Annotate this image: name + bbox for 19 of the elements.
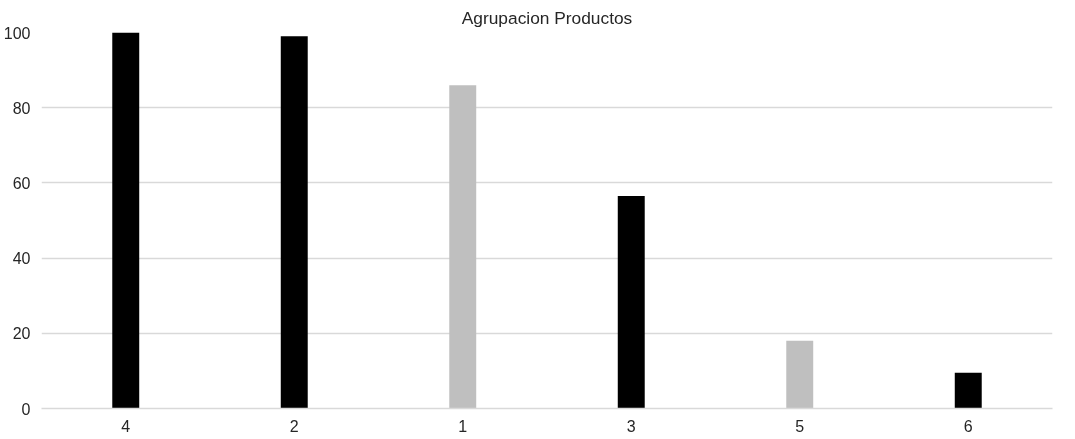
y-tick-label: 80 [12, 99, 31, 117]
y-tick-label: 60 [12, 174, 31, 192]
bar [280, 36, 308, 409]
x-tick-label: 1 [458, 417, 468, 435]
x-tick-label: 3 [626, 417, 636, 435]
y-tick-label: 0 [21, 400, 31, 418]
y-tick-label: 100 [3, 24, 31, 42]
bar [112, 32, 140, 409]
bar [786, 340, 814, 409]
x-tick-label: 2 [289, 417, 299, 435]
x-tick-label: 5 [795, 417, 805, 435]
y-tick-label: 20 [12, 325, 31, 343]
bar [449, 85, 477, 409]
y-tick-label: 40 [12, 250, 31, 268]
bar [954, 372, 982, 409]
x-tick-label: 4 [121, 417, 131, 435]
x-tick-label: 6 [963, 417, 973, 435]
bar [617, 196, 645, 409]
chart-title: Agrupacion Productos [461, 7, 633, 28]
